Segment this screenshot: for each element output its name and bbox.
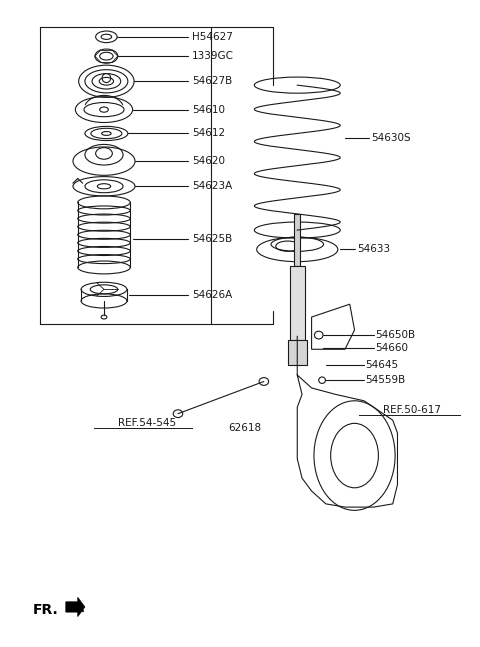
Text: H54627: H54627	[192, 32, 233, 42]
Text: FR.: FR.	[33, 603, 58, 617]
Text: 54559B: 54559B	[365, 375, 406, 385]
Text: 54660: 54660	[375, 343, 408, 353]
Text: 54612: 54612	[192, 129, 226, 138]
Text: 54630S: 54630S	[371, 133, 411, 143]
Text: 54645: 54645	[365, 360, 398, 370]
Text: 54610: 54610	[192, 105, 225, 115]
FancyBboxPatch shape	[289, 265, 305, 340]
Text: 54626A: 54626A	[192, 289, 232, 300]
Text: 54620: 54620	[192, 156, 225, 166]
Text: 54627B: 54627B	[192, 76, 232, 86]
Text: 62618: 62618	[228, 423, 261, 433]
Polygon shape	[66, 597, 85, 617]
Text: 54633: 54633	[357, 245, 390, 254]
Text: 54625B: 54625B	[192, 234, 232, 244]
Text: REF.50-617: REF.50-617	[383, 406, 441, 415]
Text: 1339GC: 1339GC	[192, 51, 234, 61]
FancyBboxPatch shape	[294, 214, 300, 265]
Text: REF.54-545: REF.54-545	[118, 419, 177, 428]
Text: 54623A: 54623A	[192, 181, 232, 192]
FancyBboxPatch shape	[288, 340, 307, 366]
Text: 54650B: 54650B	[375, 330, 415, 340]
